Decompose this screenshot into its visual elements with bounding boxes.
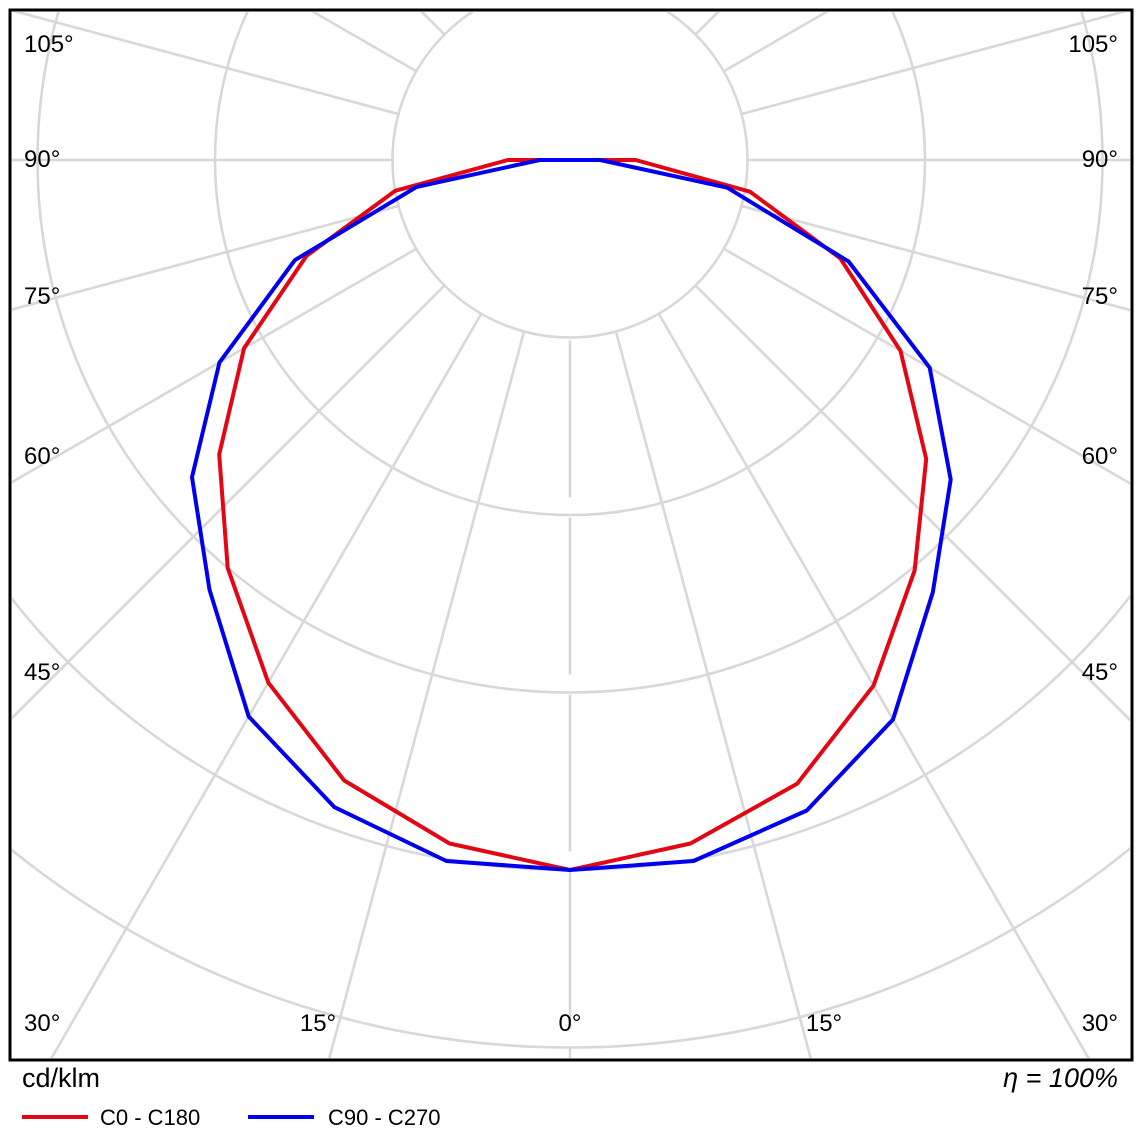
angle-tick-label: 105° (1068, 31, 1118, 58)
grid-ray (741, 204, 1130, 312)
grid-ray (0, 0, 481, 6)
efficiency-label: η = 100% (1003, 1063, 1118, 1093)
angle-tick-label: 90° (24, 146, 60, 173)
grid-ray (50, 313, 483, 1058)
grid-ring (12, 846, 1130, 1049)
grid-ray (657, 313, 1090, 1058)
grid-ray (12, 247, 417, 484)
grid-ray (694, 284, 1130, 722)
angle-tick-label: 60° (24, 443, 60, 470)
units-label: cd/klm (22, 1063, 101, 1093)
angle-tick-label: 45° (24, 659, 60, 686)
plot-border (8, 8, 1134, 1062)
angle-tick-label: 45° (1082, 659, 1118, 686)
angle-tick-label: 105° (24, 31, 74, 58)
curve-c90-c270 (190, 158, 953, 872)
legend: C0 - C180 C90 - C270 (0, 1103, 1142, 1131)
grid-ray (614, 331, 812, 1058)
legend-label-c0-c180: C0 - C180 (100, 1105, 201, 1130)
angle-tick-label: 90° (1082, 146, 1118, 173)
grid-ray (12, 284, 446, 720)
grid-ray (420, 12, 446, 36)
angle-tick-label: 30° (24, 1010, 60, 1037)
angle-tick-label: 75° (24, 283, 60, 310)
grid-ray (694, 12, 720, 36)
grid-ray (328, 331, 526, 1058)
legend-label-c90-c270: C90 - C270 (328, 1105, 441, 1130)
angle-tick-label: 30° (1082, 1010, 1118, 1037)
grid-ray (723, 247, 1130, 485)
grid-ring (391, 12, 749, 339)
angle-tick-label: 0° (559, 1010, 582, 1037)
grid-ray (659, 0, 1142, 6)
angle-tick-label: 75° (1082, 283, 1118, 310)
grid-ray (12, 12, 399, 116)
curve-c0-c180 (217, 158, 929, 872)
legend-line-c0-c180 (22, 1115, 88, 1119)
grid-ray (12, 204, 399, 311)
angle-tick-label: 15° (806, 1010, 842, 1037)
grid-ray (741, 12, 1128, 116)
legend-line-c90-c270 (248, 1115, 314, 1119)
angle-tick-label: 15° (300, 1010, 336, 1037)
angle-tick-label: 60° (1082, 443, 1118, 470)
